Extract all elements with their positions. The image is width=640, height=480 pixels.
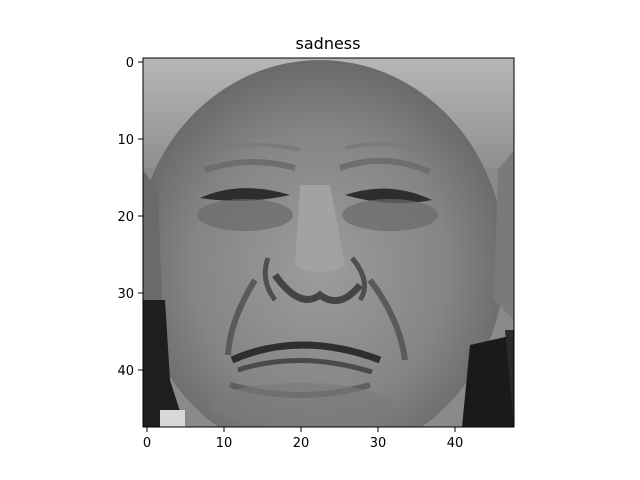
y-tick-label: 20 [117,210,134,225]
plot-title: sadness [296,34,361,53]
x-tick-label: 30 [370,436,387,451]
y-tick-label: 30 [117,287,134,302]
axes-frame [142,57,515,428]
y-tick-label: 0 [126,56,134,71]
x-axis: 0 10 20 30 40 [143,427,463,451]
y-tick-label: 40 [117,364,134,379]
x-tick-label: 40 [447,436,464,451]
face-image [143,58,514,427]
x-tick-label: 0 [143,436,151,451]
y-axis: 0 10 20 30 40 [117,56,143,379]
x-tick-label: 20 [293,436,310,451]
y-tick-label: 10 [117,133,134,148]
x-tick-label: 10 [216,436,233,451]
